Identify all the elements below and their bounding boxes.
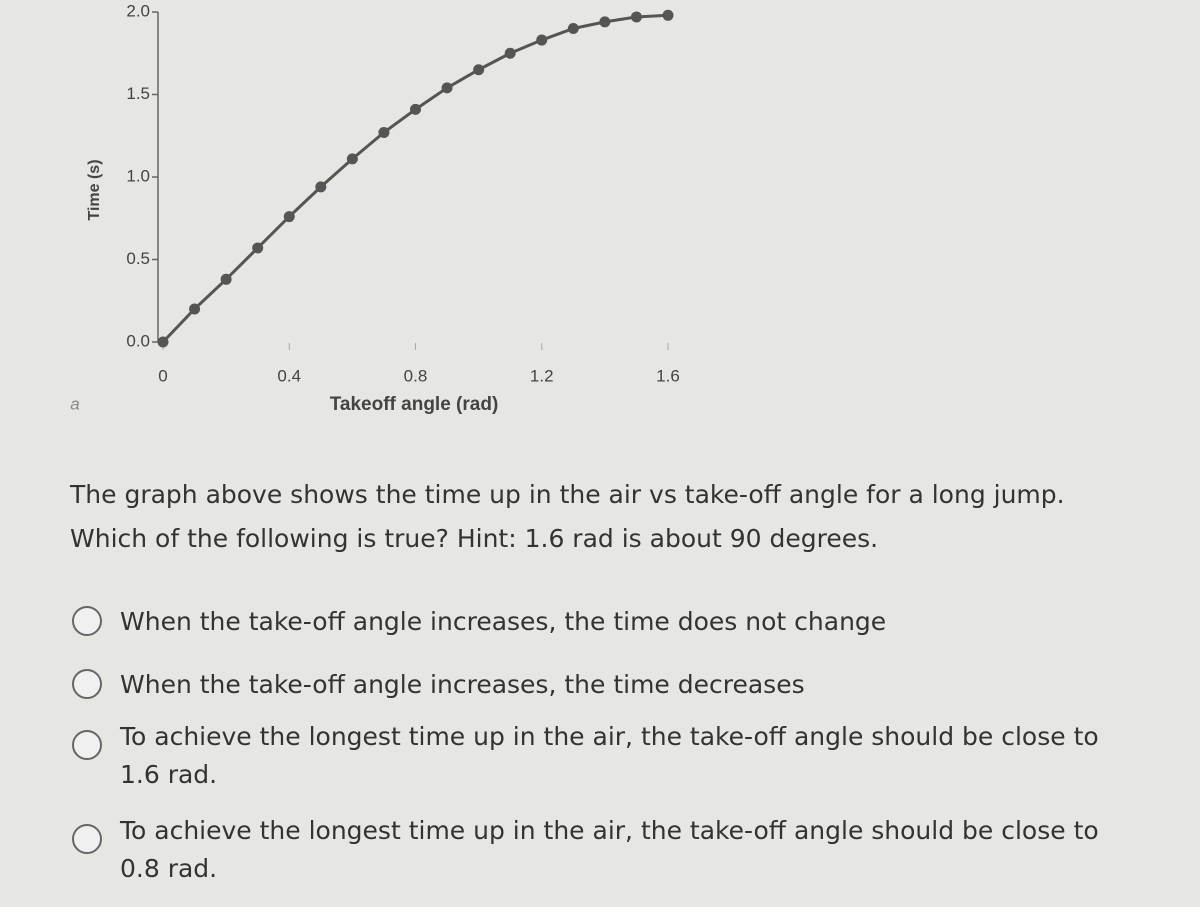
option[interactable]: When the take-off angle increases, the t… <box>72 666 1182 704</box>
data-point <box>378 126 390 138</box>
y-tick-label: 1.5 <box>126 84 150 103</box>
data-point <box>346 153 358 165</box>
option[interactable]: To achieve the longest time up in the ai… <box>72 812 1182 888</box>
option-text: When the take-off angle increases, the t… <box>120 670 805 699</box>
data-point <box>410 103 421 115</box>
x-tick-label: 1.6 <box>656 366 680 385</box>
x-tick-label: 1.2 <box>530 366 554 385</box>
data-point <box>473 64 485 76</box>
data-point <box>441 82 453 94</box>
data-point <box>536 34 548 46</box>
y-tick-label: 2.0 <box>126 1 150 20</box>
x-tick-label: 0.4 <box>277 366 301 385</box>
data-point <box>599 16 611 28</box>
data-point <box>504 47 516 59</box>
data-point <box>220 273 232 285</box>
data-point <box>315 181 327 193</box>
chart: Time (s) Takeoff angle (rad) a 0.0 0.5 1.0… <box>70 1 680 415</box>
option-text: To achieve the longest time up in the ai… <box>120 816 1099 883</box>
option[interactable]: When the take-off angle increases, the t… <box>72 603 1182 641</box>
radio[interactable] <box>72 606 102 636</box>
option-text: To achieve the longest time up in the ai… <box>120 722 1099 789</box>
question-line: Which of the following is true? Hint: 1.… <box>70 524 879 553</box>
data-point <box>157 336 169 348</box>
data-point <box>630 11 642 23</box>
x-tick-label: 0 <box>158 366 167 385</box>
panel-label: a <box>70 394 79 413</box>
radio[interactable] <box>72 824 102 854</box>
x-axis-label: Takeoff angle (rad) <box>330 394 499 415</box>
radio[interactable] <box>72 730 102 760</box>
x-tick-label: 0.8 <box>404 366 428 385</box>
option[interactable]: To achieve the longest time up in the ai… <box>72 718 1182 794</box>
y-axis-label: Time (s) <box>86 159 103 220</box>
radio[interactable] <box>72 669 102 699</box>
data-point <box>252 242 264 254</box>
data-point <box>283 211 295 223</box>
question-line: The graph above shows the time up in the… <box>70 480 1065 509</box>
y-tick-label: 0.0 <box>126 331 150 350</box>
option-text: When the take-off angle increases, the t… <box>120 607 887 636</box>
y-tick-label: 0.5 <box>126 249 150 268</box>
data-point <box>662 9 674 21</box>
data-point <box>189 303 201 315</box>
data-line <box>161 13 669 344</box>
y-tick-label: 1.0 <box>126 166 150 185</box>
data-point <box>567 23 579 34</box>
